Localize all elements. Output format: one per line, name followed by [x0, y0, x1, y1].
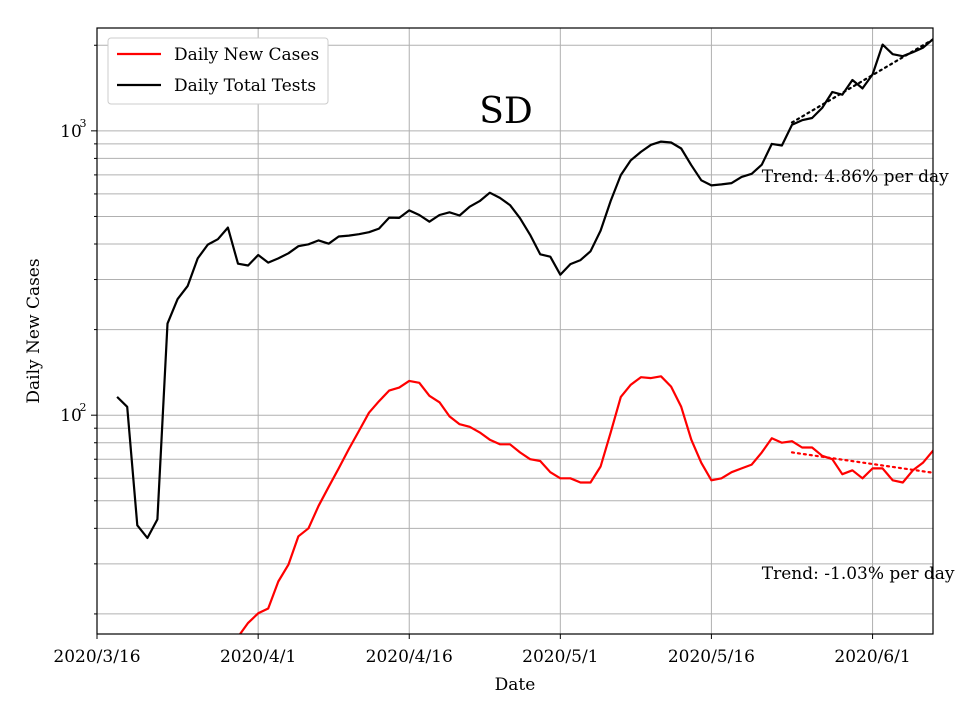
- trend-lines: [790, 38, 933, 474]
- trend-line-daily-total-tests: [790, 38, 933, 124]
- x-tick-label: 2020/5/1: [522, 647, 598, 667]
- trend-label-daily-total-tests: Trend: 4.86% per day: [762, 167, 949, 187]
- annotations: Trend: -1.03% per day Trend: 4.86% per da…: [762, 167, 955, 584]
- x-tick-label: 2020/6/1: [834, 647, 910, 667]
- plot-frame: [96, 27, 934, 635]
- chart-title: SD: [479, 91, 533, 132]
- x-tick-label: 2020/4/16: [366, 647, 453, 667]
- x-tick-label: 2020/5/16: [668, 647, 755, 667]
- x-tick-label: 2020/3/16: [53, 647, 140, 667]
- x-axis-label: Date: [495, 675, 536, 695]
- trend-line-daily-new-cases: [790, 451, 933, 474]
- series-lines: [116, 37, 933, 634]
- series-line-daily-total-tests: [116, 37, 933, 540]
- y-tick-exponent: 2: [80, 401, 87, 414]
- legend-label-daily-new-cases: Daily New Cases: [174, 45, 319, 65]
- y-axis-label: Daily New Cases: [24, 258, 44, 403]
- x-tick-label: 2020/4/1: [220, 647, 296, 667]
- y-tick-exponent: 3: [80, 117, 87, 130]
- legend: Daily New Cases Daily Total Tests: [107, 37, 329, 105]
- y-tick-label: 10: [60, 122, 82, 142]
- x-axis: 2020/3/16 2020/4/1 2020/4/16 2020/5/1 2020/5…: [53, 634, 911, 667]
- series-line-daily-new-cases: [238, 375, 933, 634]
- y-tick-label: 10: [60, 406, 82, 426]
- grid-lines: [96, 28, 933, 634]
- legend-box: [107, 37, 329, 105]
- legend-label-daily-total-tests: Daily Total Tests: [174, 76, 316, 96]
- trend-label-daily-new-cases: Trend: -1.03% per day: [762, 564, 955, 584]
